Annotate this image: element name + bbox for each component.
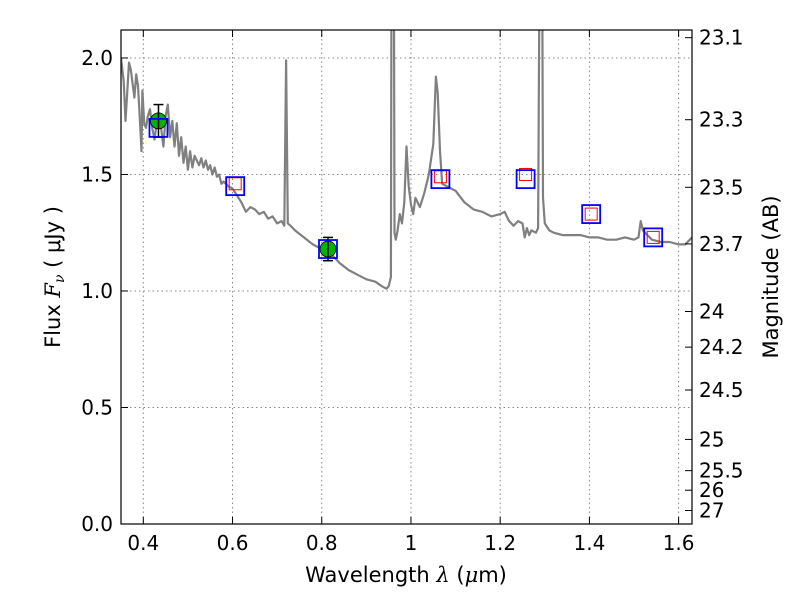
y2-tick-label-6: 24.5 (699, 378, 744, 402)
x-axis-ticks: 0.4 0.6 0.8 1 1.2 1.4 1.6 (127, 30, 695, 555)
y2-tick-label-7: 25 (699, 427, 724, 451)
model-box-1 (225, 176, 246, 197)
y2-tick-label-9: 26 (699, 478, 724, 502)
model-spectrum-line (121, 30, 692, 290)
y2-tick-label-2: 23.5 (699, 175, 744, 199)
y2-tick-label-10: 27 (699, 498, 724, 522)
model-box-5 (581, 204, 602, 224)
x-tick-label-3: 1 (405, 531, 418, 555)
photometry-point-6 (643, 227, 664, 248)
y2-tick-label-3: 23.7 (699, 232, 744, 256)
x-tick-label-4: 1.2 (484, 531, 516, 555)
photometry-point-4 (515, 167, 536, 190)
synthetic-box-4 (519, 167, 533, 181)
x-tick-label-2: 0.8 (306, 531, 338, 555)
photometry-point-0 (148, 103, 169, 138)
model-box-2 (318, 239, 338, 259)
y-axis-label: Flux Fν ( μJy ) (41, 206, 68, 348)
y-tick-label-1: 0.5 (81, 395, 113, 419)
x-tick-label-1: 0.6 (217, 531, 249, 555)
y2-tick-label-5: 24.2 (699, 335, 744, 359)
model-spectrum-layer (121, 30, 692, 290)
y2-axis-label: Magnitude (AB) (759, 195, 783, 358)
plot-background (121, 30, 692, 524)
x-tick-label-6: 1.6 (663, 531, 695, 555)
y2-tick-label-1: 23.3 (699, 108, 744, 132)
photometry-point-1 (225, 176, 246, 197)
x-tick-label-0: 0.4 (127, 531, 159, 555)
y2-tick-label-4: 24 (699, 299, 724, 323)
photometry-point-2 (318, 236, 338, 262)
photometry-point-5 (581, 204, 602, 224)
photometry-point-3 (430, 169, 451, 190)
y-tick-label-3: 1.5 (81, 162, 113, 186)
plot-frame (120, 29, 693, 525)
synthetic-box-6 (646, 230, 660, 244)
model-box-0 (148, 117, 169, 138)
x-tick-label-5: 1.4 (573, 531, 605, 555)
model-box-6 (643, 227, 664, 248)
model-box-4 (515, 169, 536, 190)
model-box-3 (430, 169, 451, 190)
y-tick-label-4: 2.0 (81, 46, 113, 70)
synthetic-box-5 (584, 207, 598, 221)
y-tick-label-2: 1.0 (81, 279, 113, 303)
x-axis-label: Wavelength λ (μm) (305, 563, 507, 587)
y2-tick-label-0: 23.1 (699, 26, 744, 50)
photometry-layer (148, 103, 664, 262)
y2-tick-label-8: 25.5 (699, 459, 744, 483)
y-tick-label-0: 0.0 (81, 512, 113, 536)
y-axis-ticks: 0.0 0.5 1.0 1.5 2.0 (81, 46, 128, 536)
